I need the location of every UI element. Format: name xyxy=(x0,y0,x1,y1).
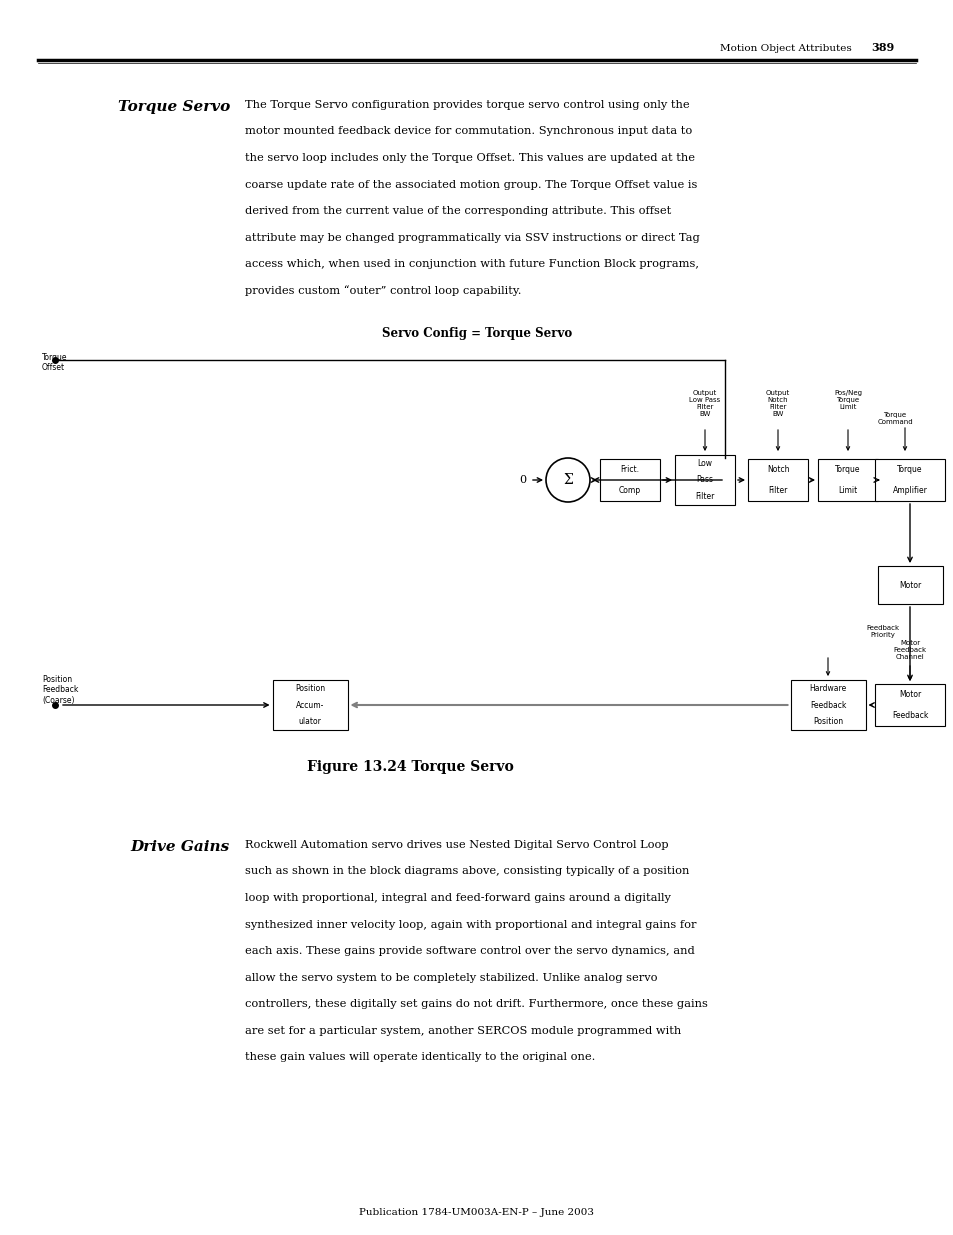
Text: Motor: Motor xyxy=(898,690,921,699)
Text: Output
Notch
Filter
BW: Output Notch Filter BW xyxy=(765,390,789,417)
Text: derived from the current value of the corresponding attribute. This offset: derived from the current value of the co… xyxy=(245,206,671,216)
Text: Accum-: Accum- xyxy=(295,700,324,709)
Text: ulator: ulator xyxy=(298,718,321,726)
Text: coarse update rate of the associated motion group. The Torque Offset value is: coarse update rate of the associated mot… xyxy=(245,179,697,189)
Text: The Torque Servo configuration provides torque servo control using only the: The Torque Servo configuration provides … xyxy=(245,100,689,110)
FancyBboxPatch shape xyxy=(747,459,807,501)
Text: synthesized inner velocity loop, again with proportional and integral gains for: synthesized inner velocity loop, again w… xyxy=(245,920,696,930)
Text: Motion Object Attributes: Motion Object Attributes xyxy=(720,44,851,53)
Text: Torque: Torque xyxy=(835,466,860,474)
Text: Position: Position xyxy=(294,684,325,693)
Text: provides custom “outer” control loop capability.: provides custom “outer” control loop cap… xyxy=(245,285,521,296)
Text: attribute may be changed programmatically via SSV instructions or direct Tag: attribute may be changed programmaticall… xyxy=(245,232,699,242)
Text: Torque: Torque xyxy=(897,466,922,474)
FancyBboxPatch shape xyxy=(874,459,944,501)
FancyBboxPatch shape xyxy=(273,680,347,730)
Text: 389: 389 xyxy=(871,42,894,53)
Text: Low: Low xyxy=(697,459,712,468)
Text: Position: Position xyxy=(812,718,842,726)
Text: loop with proportional, integral and feed-forward gains around a digitally: loop with proportional, integral and fee… xyxy=(245,893,670,903)
Text: Comp: Comp xyxy=(618,487,640,495)
Text: Frict.: Frict. xyxy=(619,466,639,474)
Text: 0: 0 xyxy=(518,475,526,485)
Text: Figure 13.24 Torque Servo: Figure 13.24 Torque Servo xyxy=(306,760,513,774)
Text: controllers, these digitally set gains do not drift. Furthermore, once these gai: controllers, these digitally set gains d… xyxy=(245,999,707,1009)
FancyBboxPatch shape xyxy=(817,459,877,501)
FancyBboxPatch shape xyxy=(874,684,944,726)
Text: Drive Gains: Drive Gains xyxy=(131,840,230,853)
Text: Output
Low Pass
Filter
BW: Output Low Pass Filter BW xyxy=(689,390,720,417)
Text: Pos/Neg
Torque
Limit: Pos/Neg Torque Limit xyxy=(833,390,862,410)
FancyBboxPatch shape xyxy=(877,566,942,604)
Text: Pass: Pass xyxy=(696,475,713,484)
Text: each axis. These gains provide software control over the servo dynamics, and: each axis. These gains provide software … xyxy=(245,946,694,956)
Text: Motor: Motor xyxy=(898,580,921,589)
Text: Notch: Notch xyxy=(766,466,788,474)
Text: Filter: Filter xyxy=(695,493,714,501)
Text: Feedback: Feedback xyxy=(809,700,845,709)
Text: are set for a particular system, another SERCOS module programmed with: are set for a particular system, another… xyxy=(245,1025,680,1035)
Text: Servo Config = Torque Servo: Servo Config = Torque Servo xyxy=(381,327,572,340)
Text: motor mounted feedback device for commutation. Synchronous input data to: motor mounted feedback device for commut… xyxy=(245,126,692,137)
Text: Feedback: Feedback xyxy=(891,711,927,720)
Text: Torque
Command: Torque Command xyxy=(876,412,912,425)
Text: Amplifier: Amplifier xyxy=(892,487,926,495)
Text: Hardware: Hardware xyxy=(808,684,845,693)
Text: Filter: Filter xyxy=(767,487,787,495)
Text: the servo loop includes only the Torque Offset. This values are updated at the: the servo loop includes only the Torque … xyxy=(245,153,695,163)
Text: these gain values will operate identically to the original one.: these gain values will operate identical… xyxy=(245,1052,595,1062)
FancyBboxPatch shape xyxy=(790,680,864,730)
Text: Rockwell Automation servo drives use Nested Digital Servo Control Loop: Rockwell Automation servo drives use Nes… xyxy=(245,840,668,850)
Text: such as shown in the block diagrams above, consisting typically of a position: such as shown in the block diagrams abov… xyxy=(245,867,689,877)
Text: access which, when used in conjunction with future Function Block programs,: access which, when used in conjunction w… xyxy=(245,259,699,269)
Text: Motor
Feedback
Channel: Motor Feedback Channel xyxy=(893,640,925,659)
Text: Publication 1784-UM003A-EN-P – June 2003: Publication 1784-UM003A-EN-P – June 2003 xyxy=(359,1208,594,1216)
Text: Feedback
Priority: Feedback Priority xyxy=(865,625,899,638)
FancyBboxPatch shape xyxy=(675,454,734,505)
Text: Torque
Offset: Torque Offset xyxy=(42,353,68,373)
Text: Limit: Limit xyxy=(838,487,857,495)
Text: Torque Servo: Torque Servo xyxy=(117,100,230,114)
Text: allow the servo system to be completely stabilized. Unlike analog servo: allow the servo system to be completely … xyxy=(245,972,657,983)
FancyBboxPatch shape xyxy=(599,459,659,501)
Text: Σ: Σ xyxy=(562,473,572,487)
Text: Position
Feedback
(Coarse): Position Feedback (Coarse) xyxy=(42,676,78,705)
